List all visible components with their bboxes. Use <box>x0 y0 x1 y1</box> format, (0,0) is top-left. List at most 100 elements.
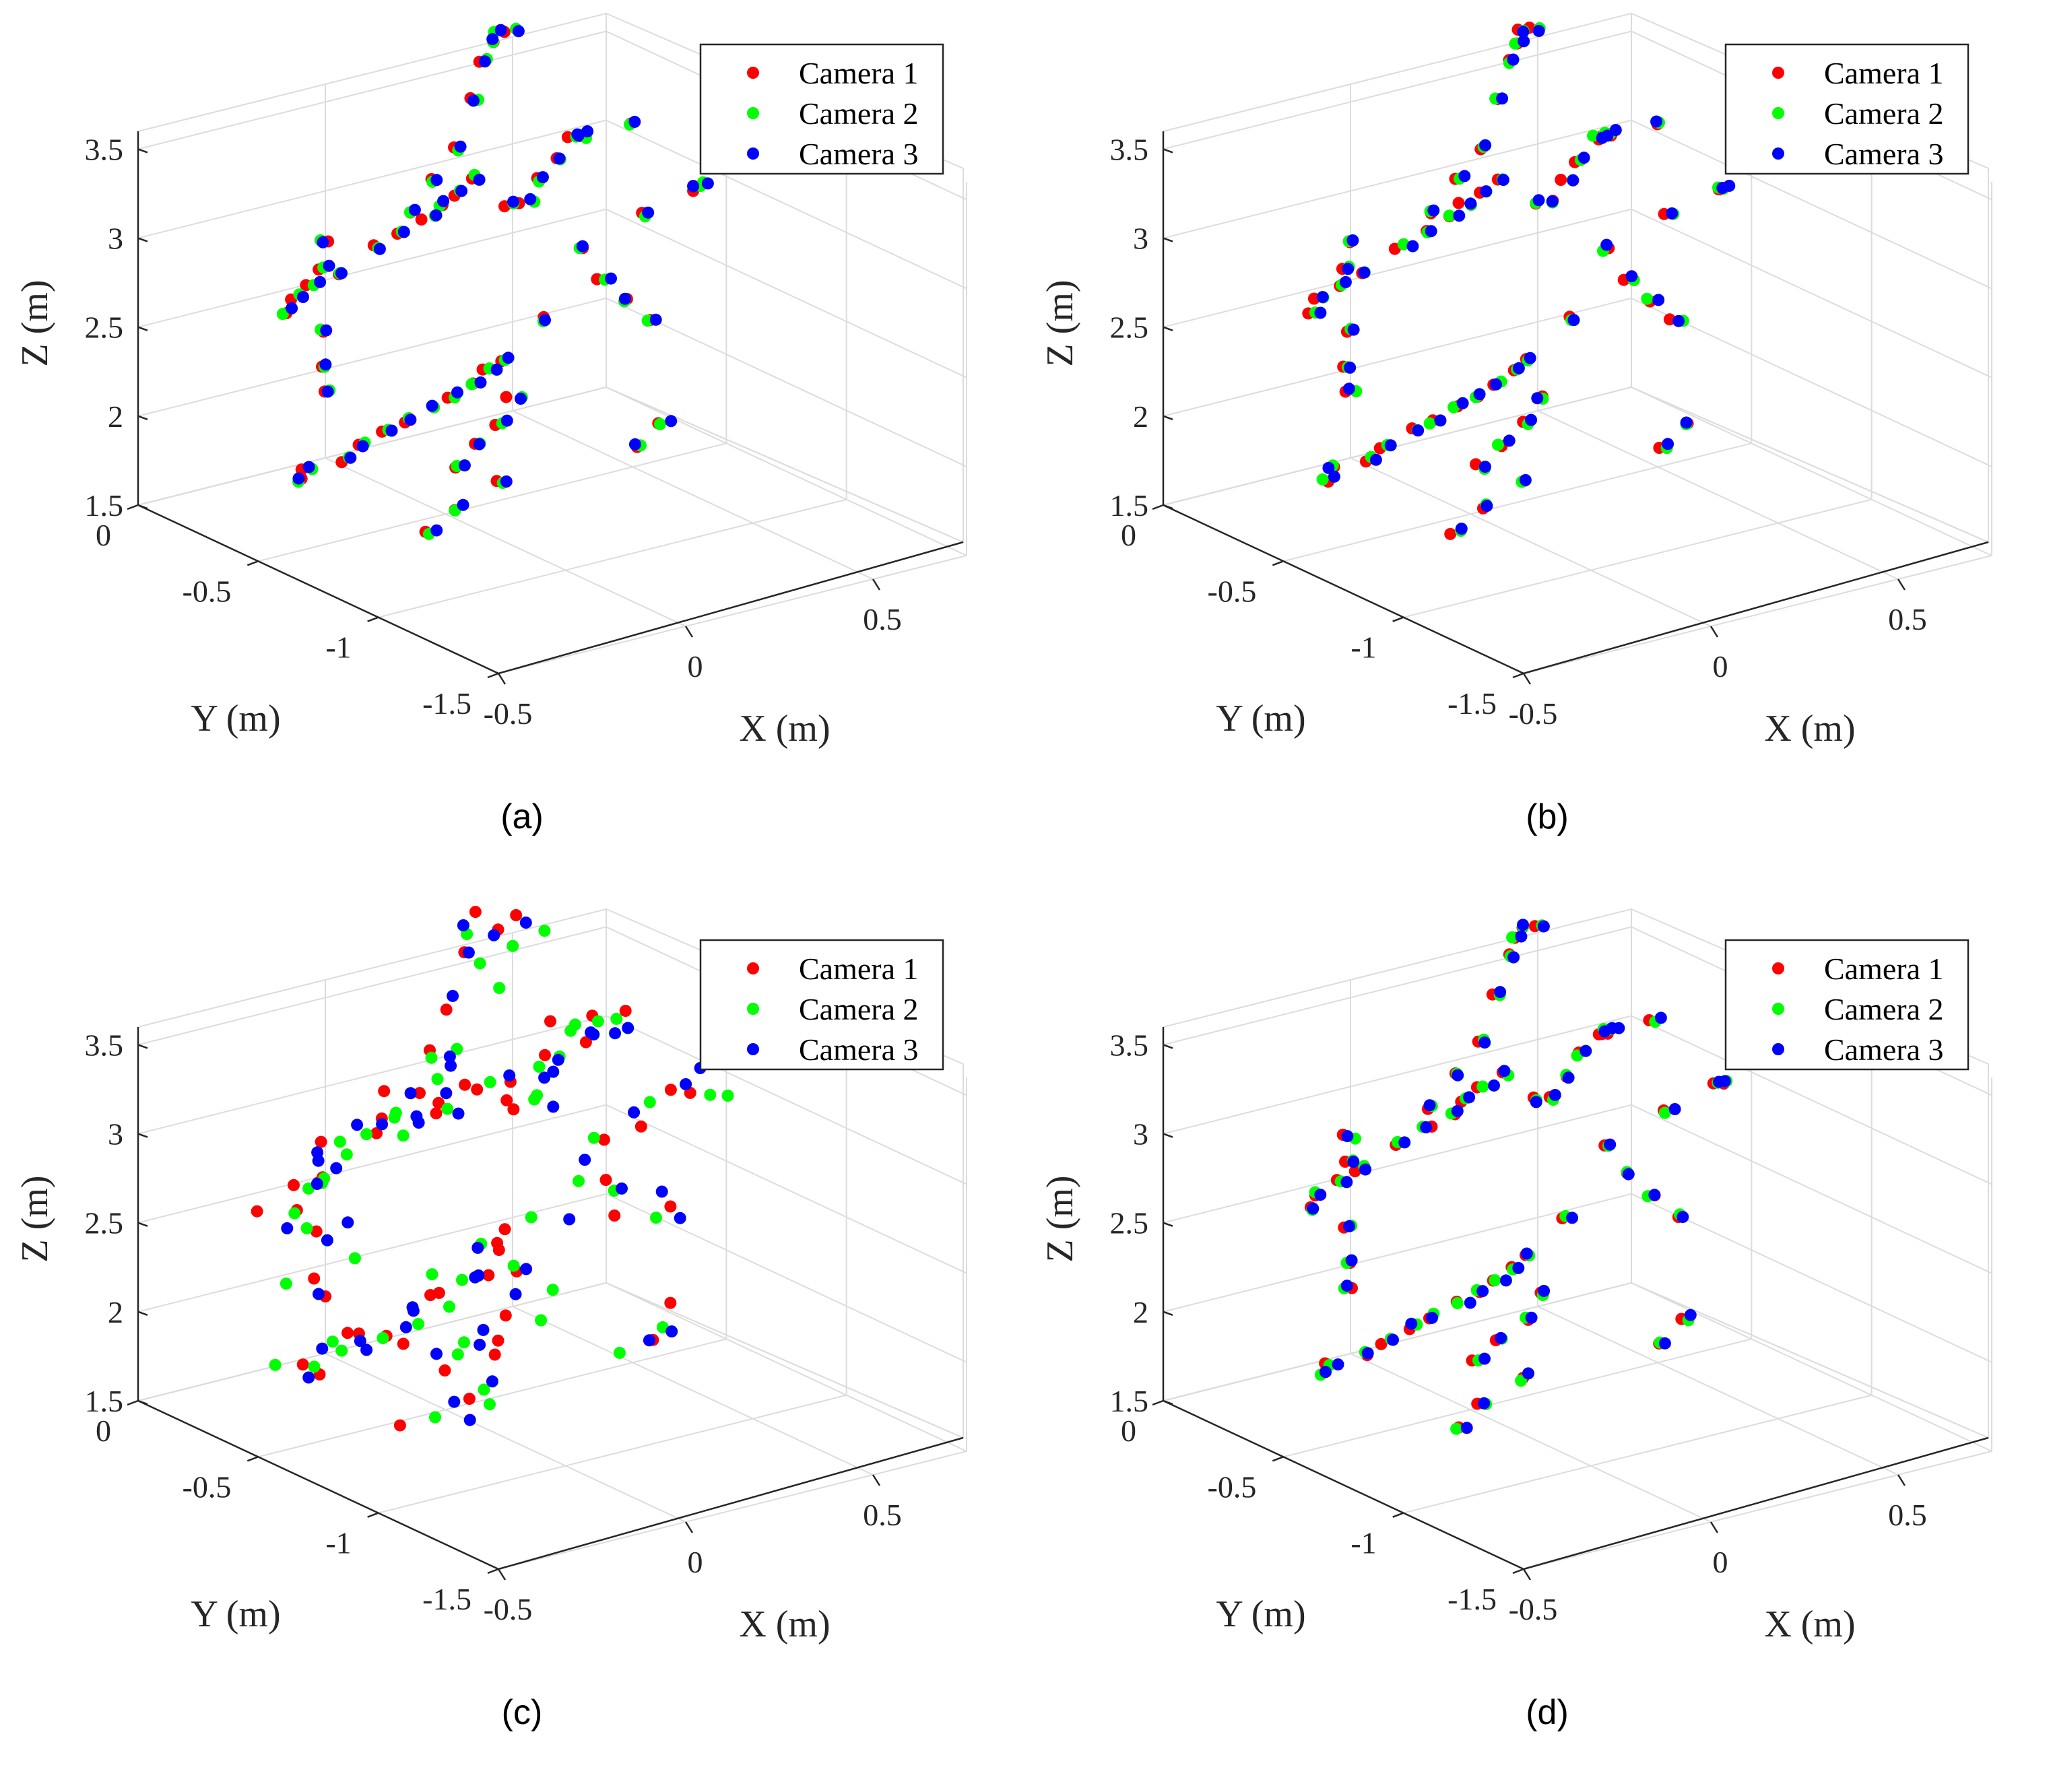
z-tick-label: 2.5 <box>1110 310 1149 345</box>
scatter-point <box>269 1358 282 1371</box>
scatter-point <box>406 1301 419 1314</box>
scatter-point <box>1587 129 1599 142</box>
scatter-point <box>680 1078 692 1090</box>
scatter-point <box>1503 434 1516 447</box>
scatter-point <box>333 1135 346 1148</box>
scatter-point <box>563 1213 576 1226</box>
scatter-point <box>579 1036 592 1049</box>
scatter-point <box>1447 401 1460 413</box>
subplot-caption: (c) <box>502 1693 543 1732</box>
scatter-point <box>1444 527 1457 540</box>
scatter-point <box>616 1182 628 1195</box>
z-gridline <box>137 1193 967 1363</box>
scatter-point <box>1495 1331 1507 1344</box>
scatter-point <box>308 1360 321 1373</box>
scatter-point <box>484 1398 496 1411</box>
scatter-point <box>503 1069 516 1082</box>
scatter-point <box>1347 323 1360 336</box>
scatter-point <box>643 1334 655 1347</box>
scatter-point <box>1452 197 1465 209</box>
scatter-point <box>297 291 309 303</box>
scatter-point <box>1668 1103 1681 1115</box>
scatter-point <box>1507 951 1520 964</box>
y-gridline <box>137 13 607 506</box>
x-tick <box>684 1521 694 1533</box>
scatter-point <box>1494 986 1507 999</box>
z-tick-label: 1.5 <box>1110 1384 1149 1418</box>
scatter-point <box>597 1133 610 1146</box>
z-tick <box>1163 504 1173 510</box>
subplot-b-svg: 1.5 2 2.5 3 3.5 0 -0.5 -1 -1.5 -0.5 0 0.5 Z (m) Y (m)… <box>1039 12 1992 836</box>
scatter-point <box>474 376 487 389</box>
scatter-point <box>341 1216 354 1229</box>
scatter-point <box>498 1223 511 1236</box>
scatter-point <box>1340 1176 1353 1189</box>
scatter-point <box>445 1059 457 1072</box>
scatter-point <box>613 1346 626 1359</box>
scatter-point <box>451 1348 464 1361</box>
scatter-point <box>687 180 700 193</box>
scatter-point <box>649 313 662 326</box>
scatter-point <box>300 1222 313 1234</box>
scatter-point <box>1397 238 1410 251</box>
scatter-point <box>1443 209 1456 222</box>
scatter-point <box>533 1061 546 1073</box>
scatter-point <box>1622 1168 1635 1181</box>
scatter-point <box>515 393 527 405</box>
scatter-point <box>378 1085 391 1098</box>
legend-label: Camera 2 <box>799 992 919 1026</box>
z-tick-label: 2 <box>1133 399 1148 434</box>
scatter-point <box>500 414 513 427</box>
scatter-point <box>634 1120 647 1133</box>
scatter-point <box>1316 291 1329 304</box>
axes: 1.5 2 2.5 3 3.5 0 -0.5 -1 -1.5 -0.5 0 0.5 <box>85 131 964 731</box>
x-tick <box>1522 673 1532 685</box>
series-camera-3 <box>1314 24 1736 535</box>
scatter-point <box>1517 26 1530 38</box>
scatter-point <box>1498 1065 1511 1077</box>
scatter-point <box>507 939 519 952</box>
legend-label: Camera 2 <box>1824 96 1944 131</box>
z-gridline <box>1163 1104 1992 1274</box>
z-tick-label: 3.5 <box>85 132 124 166</box>
scatter-point <box>462 946 475 959</box>
axes: 1.5 2 2.5 3 3.5 0 -0.5 -1 -1.5 -0.5 0 0.5 <box>1110 131 1989 731</box>
z-gridline <box>1163 386 1992 556</box>
scatter-point <box>1341 1130 1354 1143</box>
scatter-point <box>1476 1080 1489 1093</box>
y-axis-label: Y (m) <box>191 698 280 739</box>
scatter-point <box>393 1419 406 1432</box>
scatter-point <box>478 1383 490 1396</box>
scatter-point <box>397 1129 410 1142</box>
scatter-point <box>1515 930 1528 943</box>
x-tick <box>1710 626 1719 638</box>
scatter-point <box>1463 1091 1476 1104</box>
scatter-point <box>581 125 594 137</box>
scatter-point <box>451 386 463 399</box>
y-tick <box>1272 560 1284 566</box>
scatter-point <box>1658 1337 1671 1350</box>
scatter-point <box>280 1277 292 1290</box>
scatter-point <box>1488 1079 1500 1092</box>
scatter-point <box>1480 185 1493 198</box>
scatter-point <box>1478 1036 1491 1049</box>
axes: 1.5 2 2.5 3 3.5 0 -0.5 -1 -1.5 -0.5 0 0.5 <box>85 1027 964 1626</box>
scatter-point <box>1666 207 1679 220</box>
scatter-point <box>1525 1311 1538 1324</box>
scatter-point <box>335 267 348 279</box>
scatter-point <box>469 906 482 919</box>
scatter-point <box>619 1005 632 1017</box>
scatter-point <box>1342 383 1355 395</box>
scatter-point <box>605 272 617 285</box>
scatter-point <box>1346 234 1359 246</box>
legend-box <box>699 939 944 1071</box>
legend-marker <box>1772 1043 1784 1055</box>
legend-label: Camera 1 <box>1824 56 1944 90</box>
scatter-point <box>429 1411 441 1424</box>
scatter-point <box>1423 417 1436 430</box>
scatter-point <box>472 1269 485 1282</box>
scatter-point <box>1641 292 1654 305</box>
scatter-point <box>1662 438 1674 451</box>
scatter-point <box>1532 194 1545 207</box>
scatter-point <box>455 185 468 197</box>
